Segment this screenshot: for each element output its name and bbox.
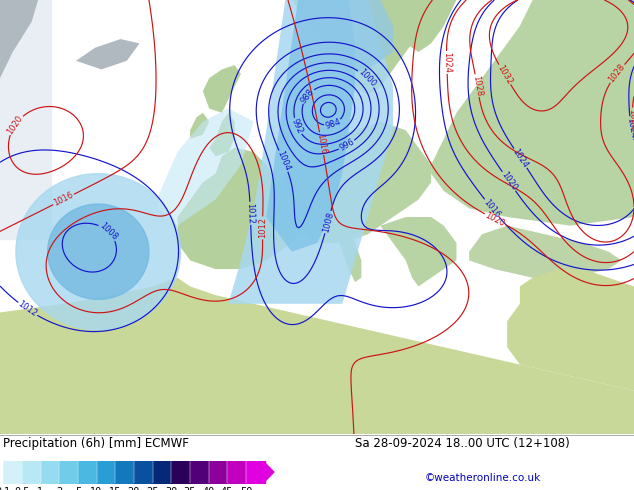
Text: ©weatheronline.co.uk: ©weatheronline.co.uk xyxy=(425,473,541,483)
Polygon shape xyxy=(228,0,393,304)
Polygon shape xyxy=(76,39,139,70)
Text: Sa 28-09-2024 18..00 UTC (12+108): Sa 28-09-2024 18..00 UTC (12+108) xyxy=(355,437,570,450)
Text: 992: 992 xyxy=(290,117,304,135)
Text: 25: 25 xyxy=(146,487,158,490)
Text: 1024: 1024 xyxy=(628,108,634,130)
Text: 1016: 1016 xyxy=(52,191,75,208)
Polygon shape xyxy=(279,122,431,243)
Text: 45: 45 xyxy=(221,487,233,490)
Text: Precipitation (6h) [mm] ECMWF: Precipitation (6h) [mm] ECMWF xyxy=(3,437,189,450)
Polygon shape xyxy=(469,226,621,278)
Polygon shape xyxy=(0,0,38,78)
Text: 1024: 1024 xyxy=(511,147,530,170)
Polygon shape xyxy=(431,0,634,226)
Polygon shape xyxy=(380,0,456,52)
Text: 1004: 1004 xyxy=(275,149,292,172)
Text: 1028: 1028 xyxy=(607,62,627,84)
Text: 1012: 1012 xyxy=(16,299,39,319)
Text: 1016: 1016 xyxy=(482,197,502,220)
Text: 1016: 1016 xyxy=(315,132,328,155)
Text: 1012: 1012 xyxy=(258,218,267,239)
Text: 20: 20 xyxy=(127,487,140,490)
Polygon shape xyxy=(190,113,209,139)
Text: 1: 1 xyxy=(37,487,44,490)
Text: 5: 5 xyxy=(75,487,81,490)
Polygon shape xyxy=(178,147,304,269)
Polygon shape xyxy=(209,113,235,156)
Polygon shape xyxy=(380,217,456,287)
Text: 1024: 1024 xyxy=(442,52,451,73)
Polygon shape xyxy=(16,173,181,330)
Text: 1020: 1020 xyxy=(484,210,507,228)
Text: 50: 50 xyxy=(240,487,252,490)
Polygon shape xyxy=(158,108,254,226)
Text: 0.1: 0.1 xyxy=(0,487,11,490)
Text: 35: 35 xyxy=(184,487,196,490)
Text: 2: 2 xyxy=(56,487,62,490)
Text: 1012: 1012 xyxy=(245,203,256,224)
Text: 988: 988 xyxy=(299,87,316,105)
Polygon shape xyxy=(292,0,418,96)
Polygon shape xyxy=(48,204,149,299)
FancyArrow shape xyxy=(264,463,274,482)
Text: 15: 15 xyxy=(109,487,121,490)
Text: 1032: 1032 xyxy=(495,63,514,86)
Text: 40: 40 xyxy=(202,487,215,490)
Text: 984: 984 xyxy=(324,117,342,131)
Text: 996: 996 xyxy=(338,137,356,153)
Text: 1020: 1020 xyxy=(499,170,519,193)
Text: 10: 10 xyxy=(91,487,103,490)
Text: 30: 30 xyxy=(165,487,178,490)
Text: 1028: 1028 xyxy=(471,74,483,97)
Polygon shape xyxy=(0,278,634,434)
Text: 1020: 1020 xyxy=(6,114,25,136)
Text: 1024: 1024 xyxy=(625,117,634,139)
Text: 1008: 1008 xyxy=(321,211,335,233)
Polygon shape xyxy=(330,208,361,282)
Polygon shape xyxy=(292,0,393,78)
Polygon shape xyxy=(507,269,634,391)
Polygon shape xyxy=(266,0,355,252)
Text: 0.5: 0.5 xyxy=(14,487,30,490)
Text: 1008: 1008 xyxy=(98,221,119,242)
Polygon shape xyxy=(203,65,241,113)
Text: 1000: 1000 xyxy=(356,68,377,89)
